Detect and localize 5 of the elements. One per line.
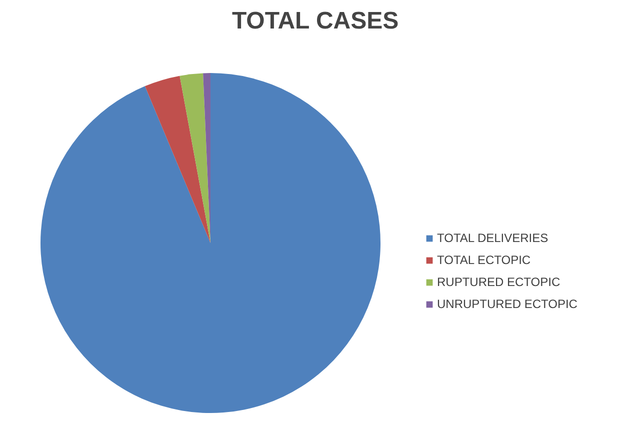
legend-label: TOTAL DELIVERIES [437, 231, 548, 245]
chart-title: TOTAL CASES [232, 8, 399, 34]
legend-label: TOTAL ECTOPIC [437, 253, 531, 267]
legend-label: UNRUPTURED ECTOPIC [437, 297, 578, 311]
legend-label: RUPTURED ECTOPIC [437, 275, 560, 289]
